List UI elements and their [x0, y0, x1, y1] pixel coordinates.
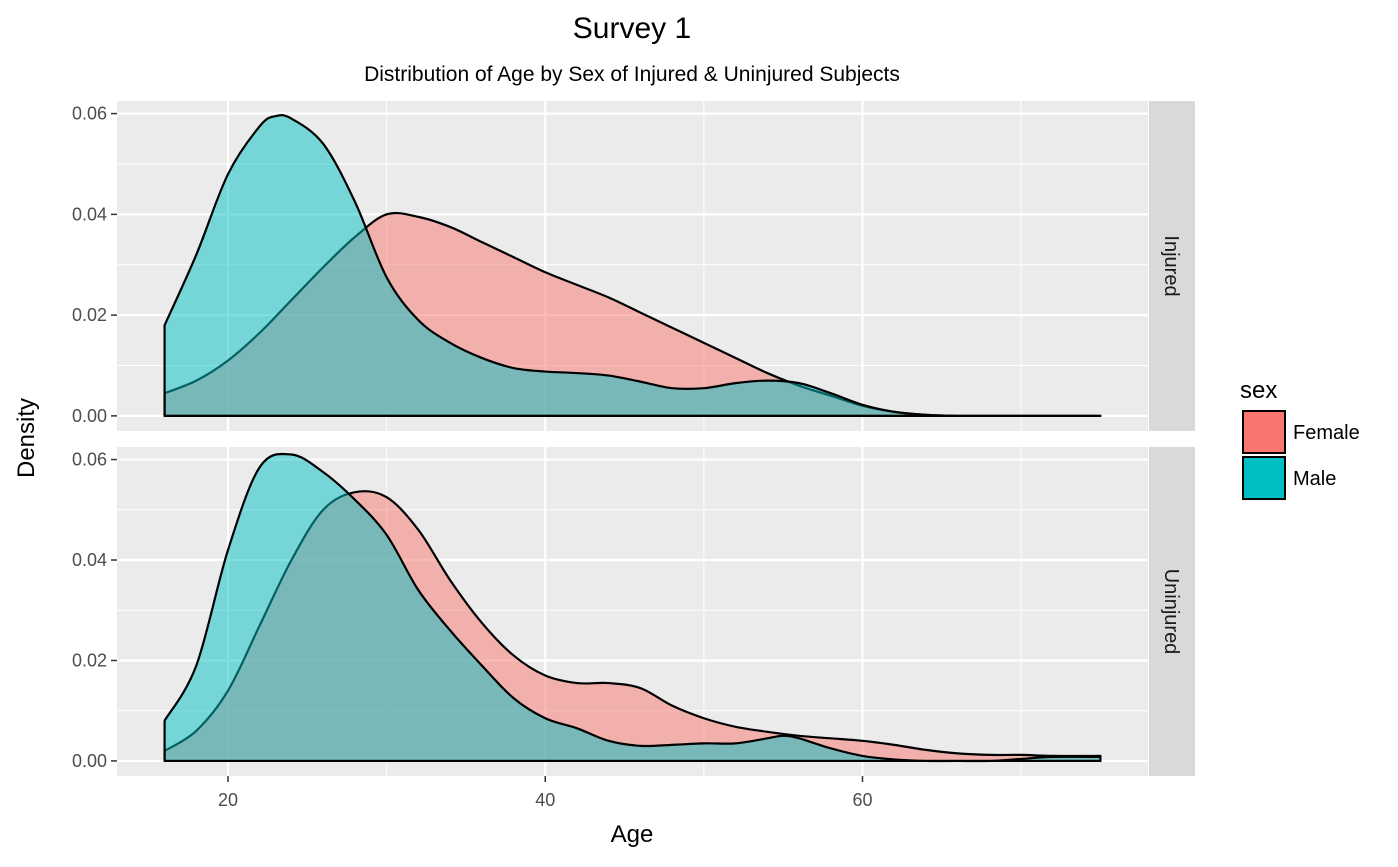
x-axis-title: Age [611, 821, 654, 848]
y-tick-label: 0.00 [72, 751, 107, 771]
density-area-male [163, 452, 1102, 763]
legend-keys: Female Male [1242, 410, 1360, 500]
facet-panels: 0.00 0.02 0.04 0.06 Injured 0.00 0.02 0.04 0.06 U… [72, 101, 1195, 776]
y-tick-label: 0.04 [72, 550, 107, 570]
y-tick-label: 0.02 [72, 650, 107, 670]
x-tick-label: 40 [535, 790, 555, 810]
legend-label-female: Female [1293, 422, 1360, 444]
legend-title: sex [1240, 377, 1277, 404]
density-area-male [163, 114, 1102, 418]
facet-strip-label: Injured [1160, 235, 1182, 296]
legend-label-male: Male [1293, 468, 1336, 490]
facet-strip-label: Uninjured [1160, 569, 1182, 655]
y-tick-label: 0.02 [72, 305, 107, 325]
facet-strip [1149, 101, 1195, 431]
y-tick-label: 0.04 [72, 204, 107, 224]
facet-strip [1149, 447, 1195, 776]
facet-panel-injured: 0.00 0.02 0.04 0.06 Injured [72, 101, 1195, 431]
legend-key-female [1242, 410, 1286, 454]
x-tick-label: 20 [218, 790, 238, 810]
legend: sex Female Male [1240, 377, 1360, 500]
facet-panel-uninjured: 0.00 0.02 0.04 0.06 Uninjured [72, 447, 1195, 776]
chart-title: Survey 1 [573, 12, 691, 45]
x-tick-label: 60 [852, 790, 872, 810]
y-tick-label: 0.06 [72, 450, 107, 470]
x-axis: 20 40 60 [218, 776, 873, 810]
y-tick-label: 0.00 [72, 406, 107, 426]
chart-subtitle: Distribution of Age by Sex of Injured & … [364, 63, 900, 86]
y-tick-label: 0.06 [72, 104, 107, 124]
legend-key-male [1242, 456, 1286, 500]
y-axis-title: Density [13, 398, 40, 478]
